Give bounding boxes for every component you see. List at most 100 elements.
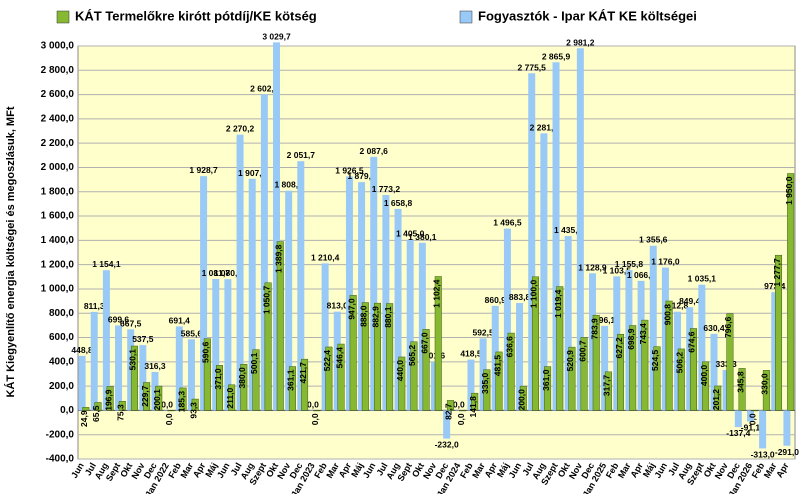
bar (151, 371, 159, 411)
bar (373, 302, 381, 411)
bar (677, 348, 685, 411)
data-label: -232,0 (435, 440, 459, 450)
bar (617, 333, 625, 411)
y-tick-label: 1 600,0 (41, 211, 75, 222)
bar (698, 284, 706, 411)
data-label: 1 496,5 (493, 218, 522, 228)
bar (653, 346, 661, 411)
bar (248, 178, 256, 411)
data-label: 2 087,6 (360, 146, 389, 156)
bar (191, 398, 199, 411)
data-label: 1 928,7 (189, 165, 218, 175)
y-tick-label: 1 400,0 (41, 235, 75, 246)
data-label: 1 879,3 (347, 171, 376, 181)
bar (495, 351, 503, 411)
data-label: 565,2 (407, 344, 417, 366)
bar (337, 343, 345, 411)
bar (212, 279, 220, 411)
data-label: 1 389,8 (274, 244, 284, 273)
data-label: 592,5 (472, 327, 494, 337)
y-tick-label: 1 000,0 (41, 284, 75, 295)
bar (224, 279, 232, 411)
bar (418, 242, 426, 411)
data-label: 1 405,0 (396, 229, 425, 239)
data-label: 380,0 (237, 367, 247, 389)
data-label: 667,0 (419, 332, 429, 354)
bar (115, 325, 123, 411)
bar (576, 48, 584, 411)
bar (273, 42, 281, 411)
bar (592, 314, 600, 411)
bar (446, 400, 454, 411)
bar (82, 407, 90, 411)
bar (78, 355, 86, 411)
bar (370, 156, 378, 411)
data-label: 627,2 (614, 337, 624, 359)
data-label: 0,0 (307, 399, 319, 409)
data-label: 667,5 (120, 318, 142, 328)
data-label: 1 081,7 (202, 268, 231, 278)
bar (516, 303, 524, 411)
data-label: 141,8 (468, 396, 478, 418)
y-tick-label: -400,0 (46, 454, 75, 465)
data-label: 520,9 (565, 350, 575, 372)
bar (726, 313, 734, 411)
data-label: 900,8 (662, 304, 672, 326)
data-label: 1 035,1 (688, 274, 717, 284)
bar (203, 338, 211, 411)
data-label: 481,5 (492, 355, 502, 377)
data-label: 2 865,9 (542, 51, 571, 61)
data-label: 418,5 (460, 349, 482, 359)
data-label: 448,8 (71, 345, 93, 355)
data-label: 630,4 (703, 323, 725, 333)
data-label: 200,1 (152, 389, 162, 411)
bar (345, 176, 353, 411)
bar (333, 311, 341, 411)
data-label: 1 210,4 (311, 252, 340, 262)
data-label: 330,0 (760, 373, 770, 395)
bar (519, 385, 527, 411)
data-label: 2 602,2 (250, 83, 279, 93)
data-label: 813,0 (327, 301, 349, 311)
bar (503, 228, 511, 411)
bar (483, 369, 491, 411)
data-label: 1 176,0 (651, 257, 680, 267)
y-tick-label: 2 400,0 (41, 114, 75, 125)
bar (187, 339, 195, 411)
bar (775, 254, 783, 411)
data-label: 1 103,5 (603, 265, 632, 275)
y-tick-label: 400,0 (49, 356, 74, 367)
y-tick-label: 3 000,0 (41, 41, 75, 52)
data-label: 530,1 (128, 349, 138, 371)
data-label: 2 775,5 (518, 62, 547, 72)
y-tick-label: 800,0 (49, 308, 74, 319)
data-label: 882,9 (371, 306, 381, 328)
data-label: 1 154,1 (92, 259, 121, 269)
bar (507, 332, 515, 411)
bar (410, 341, 418, 411)
y-tick-label: 2 000,0 (41, 162, 75, 173)
data-label: 783,9 (589, 318, 599, 340)
bar (459, 410, 467, 412)
data-label: -137,4 (726, 428, 750, 438)
data-label: 1 907,1 (238, 168, 267, 178)
data-label: 345,8 (735, 371, 745, 393)
data-label: 1 066,6 (627, 270, 656, 280)
bar (309, 410, 317, 411)
data-label: 699,6 (108, 314, 130, 324)
data-label: 333,3 (716, 359, 738, 369)
data-label: 371,0 (213, 368, 223, 390)
bar (349, 295, 357, 411)
bar (127, 329, 135, 411)
bar (216, 365, 224, 411)
data-label: 590,6 (201, 341, 211, 363)
data-label: 401,6 (424, 351, 446, 361)
bar (443, 410, 451, 439)
bar (240, 364, 248, 411)
bar (200, 176, 208, 411)
data-label: 400,0 (699, 365, 709, 387)
data-label: 636,6 (504, 336, 514, 358)
bar (604, 371, 612, 411)
bar (531, 276, 539, 411)
bar (674, 311, 682, 411)
